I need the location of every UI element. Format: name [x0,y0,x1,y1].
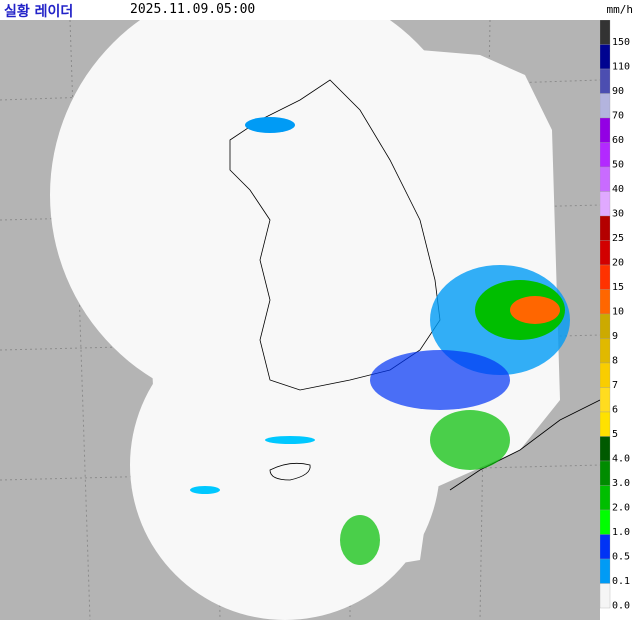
legend-swatch [600,460,611,486]
legend-swatch [600,289,611,315]
legend-swatch [600,215,611,241]
legend-swatch [600,20,611,45]
legend-swatch [600,509,611,535]
legend-swatch [600,485,611,511]
legend-label: 7 [612,380,618,391]
legend-swatch [600,411,611,437]
legend-label: 40 [612,184,624,195]
radar-map [0,20,600,620]
legend-swatch [600,93,611,119]
legend-label: 1.0 [612,527,630,538]
legend-label: 25 [612,233,624,244]
legend-swatch [600,338,611,364]
legend-swatch [600,166,611,192]
legend-label: 2.0 [612,503,630,514]
page-title: 실황 레이더 [4,4,74,20]
legend-swatch [600,142,611,168]
legend-label: 150 [612,37,630,48]
legend-label: 3.0 [612,478,630,489]
legend-swatch [600,191,611,217]
legend-swatch [600,313,611,339]
legend: 150 110 90 70 60 50 40 30 25 20 15 10 9 8 7 6 5 4.0 3.0 2.0… [600,20,630,612]
legend-label: 4.0 [612,454,630,465]
legend-unit: mm/h [606,3,634,16]
precipitation [190,117,570,565]
legend-label: 15 [612,282,624,293]
legend-label: 30 [612,209,624,220]
legend-swatch [600,44,611,70]
legend-label: 70 [612,111,624,122]
legend-swatch [600,387,611,413]
legend-swatch [600,362,611,388]
legend-swatch [600,240,611,266]
datetime: 2025.11.09.05:00 [130,2,256,17]
legend-label: 0.1 [612,576,630,587]
legend-label: 9 [612,331,618,342]
legend-label: 90 [612,86,624,97]
legend-label: 110 [612,62,630,73]
legend-label: 8 [612,356,618,367]
legend-swatch [600,558,611,584]
legend-label: 6 [612,405,618,416]
legend-label: 20 [612,258,624,269]
legend-label: 50 [612,160,624,171]
legend-swatch [600,68,611,94]
legend-swatch [600,583,611,609]
legend-label: 60 [612,135,624,146]
legend-label: 5 [612,429,618,440]
legend-label: 0.5 [612,552,630,563]
legend-label: 10 [612,307,624,318]
legend-label: 0.0 [612,601,630,612]
legend-swatch [600,117,611,143]
legend-swatch [600,534,611,560]
legend-swatch [600,264,611,290]
legend-swatch [600,436,611,462]
